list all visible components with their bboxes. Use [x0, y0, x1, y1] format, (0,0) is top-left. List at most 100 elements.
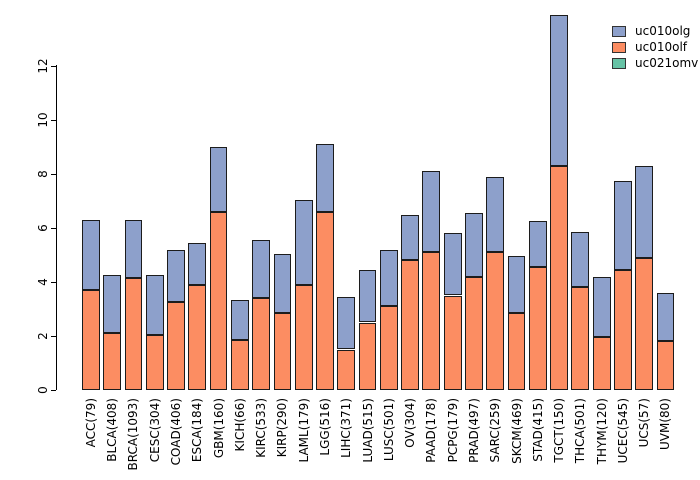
y-tick-label-text: 0 — [36, 386, 50, 394]
y-tick — [51, 65, 56, 67]
legend: uc010olg uc010olf uc021omv — [612, 23, 698, 71]
x-category-label-text: TGCT(150) — [552, 398, 567, 463]
x-category-label-text: LUSC(501) — [381, 398, 396, 462]
x-category-label-text: LUAD(515) — [360, 398, 375, 463]
x-category-label-text: STAD(415) — [530, 398, 545, 462]
x-category-label-text: KIRC(533) — [254, 398, 269, 458]
x-category-label-text: LIHC(371) — [339, 398, 354, 458]
bar-segment-uc010olf — [571, 287, 590, 390]
x-category-label-text: BLCA(408) — [105, 398, 120, 462]
x-category-label-text: LGG(516) — [317, 398, 332, 456]
x-category-label-text: THCA(501) — [573, 398, 588, 464]
x-category-label-text: UCS(57) — [637, 398, 652, 448]
x-category-label-text: THYM(120) — [594, 398, 609, 465]
bar-segment-uc010olg — [550, 14, 568, 166]
x-category-label-text: ESCA(184) — [190, 398, 205, 463]
x-category-label-text: GBM(160) — [211, 398, 226, 459]
bar-segment-uc010olg — [358, 269, 377, 323]
bar-segment-uc010olg — [592, 276, 611, 338]
bar-segment-uc010olf — [145, 334, 164, 390]
bar-segment-uc010olf — [273, 313, 292, 390]
bar-segment-uc010olg — [273, 253, 292, 314]
x-category-label-text: UVM(80) — [658, 398, 673, 450]
bar-segment-uc010olg — [124, 219, 143, 278]
y-tick-label-text: 2 — [36, 332, 50, 340]
bar-segment-uc010olf — [209, 211, 228, 390]
bar-segment-uc010olf — [422, 252, 441, 390]
bar-segment-uc010olf — [443, 295, 462, 390]
x-category-label-text: PRAD(497) — [466, 398, 481, 463]
bar-segment-uc010olg — [103, 275, 122, 334]
legend-label: uc010olg — [635, 24, 691, 38]
bar-segment-uc010olg — [82, 219, 100, 291]
bar-segment-uc010olf — [656, 341, 675, 390]
legend-item: uc010olf — [612, 39, 698, 55]
bar-segment-uc010olf — [486, 252, 505, 390]
legend-swatch-uc010olg — [612, 25, 626, 37]
y-tick-label-text: 6 — [36, 224, 50, 232]
legend-swatch-uc021omv — [612, 57, 626, 69]
legend-item: uc010olg — [612, 23, 698, 39]
bar-segment-uc010olf — [507, 313, 526, 390]
bar-segment-uc010olg — [379, 249, 398, 307]
bar-segment-uc010olf — [188, 284, 207, 390]
bar-segment-uc010olf — [82, 290, 100, 390]
x-category-label-text: SARC(259) — [488, 398, 503, 463]
y-tick — [51, 389, 56, 391]
bar-segment-uc010olg — [507, 256, 526, 314]
x-category-label-text: UCEC(545) — [615, 398, 630, 464]
bar-segment-uc010olf — [401, 260, 419, 390]
legend-item: uc021omv — [612, 55, 698, 71]
bar-segment-uc010olf — [379, 306, 398, 390]
x-category-label-text: OV(304) — [403, 398, 418, 448]
x-category-label-text: LAML(179) — [296, 398, 311, 463]
bar-segment-uc010olg — [465, 213, 483, 277]
bar-segment-uc010olg — [401, 214, 419, 261]
y-tick — [51, 119, 56, 121]
bar-segment-uc010olg — [422, 171, 441, 253]
bar-segment-uc010olg — [635, 165, 654, 258]
bar-segment-uc010olf — [550, 165, 568, 390]
bar-segment-uc010olf — [252, 298, 271, 390]
bar-segment-uc010olg — [656, 292, 675, 342]
bar-segment-uc010olg — [230, 299, 249, 341]
y-tick — [51, 227, 56, 229]
bar-segment-uc010olf — [316, 211, 334, 390]
bar-segment-uc010olf — [614, 269, 632, 390]
x-category-label-text: COAD(406) — [169, 398, 184, 466]
y-tick-label-text: 8 — [36, 170, 50, 178]
bar-segment-uc010olf — [124, 277, 143, 390]
bar-segment-uc010olg — [528, 221, 547, 268]
bar-segment-uc010olf — [465, 276, 483, 390]
bar-segment-uc010olf — [337, 349, 356, 390]
bar-segment-uc010olf — [528, 267, 547, 390]
bar-segment-uc010olg — [252, 240, 271, 299]
x-category-label-text: SKCM(469) — [509, 398, 524, 464]
x-category-label-text: PAAD(178) — [424, 398, 439, 463]
bar-segment-uc010olg — [145, 275, 164, 335]
bar-segment-uc010olg — [316, 144, 334, 212]
bar-segment-uc010olg — [209, 147, 228, 212]
y-tick — [51, 173, 56, 175]
legend-swatch-uc010olf — [612, 41, 626, 53]
x-category-label-text: CESC(304) — [147, 398, 162, 463]
bar-segment-uc010olf — [635, 257, 654, 390]
x-category-label-text: KICH(66) — [232, 398, 247, 452]
bar-segment-uc010olf — [294, 284, 313, 390]
bar-segment-uc010olg — [486, 176, 505, 253]
legend-label: uc010olf — [635, 40, 688, 54]
bar-segment-uc010olf — [358, 322, 377, 390]
bar-segment-uc010olg — [443, 233, 462, 296]
bar-segment-uc010olg — [294, 199, 313, 285]
bar-segment-uc010olg — [614, 180, 632, 270]
bar-segment-uc010olf — [230, 340, 249, 390]
bar-segment-uc010olg — [167, 249, 185, 303]
bar-segment-uc010olf — [592, 337, 611, 390]
x-category-label-text: BRCA(1093) — [126, 398, 141, 471]
y-axis-line — [56, 65, 57, 390]
y-tick-label-text: 4 — [36, 278, 50, 286]
x-category-label-text: PCPG(179) — [445, 398, 460, 463]
y-tick-label-text: 10 — [36, 112, 50, 128]
y-tick-label-text: 12 — [36, 58, 50, 74]
